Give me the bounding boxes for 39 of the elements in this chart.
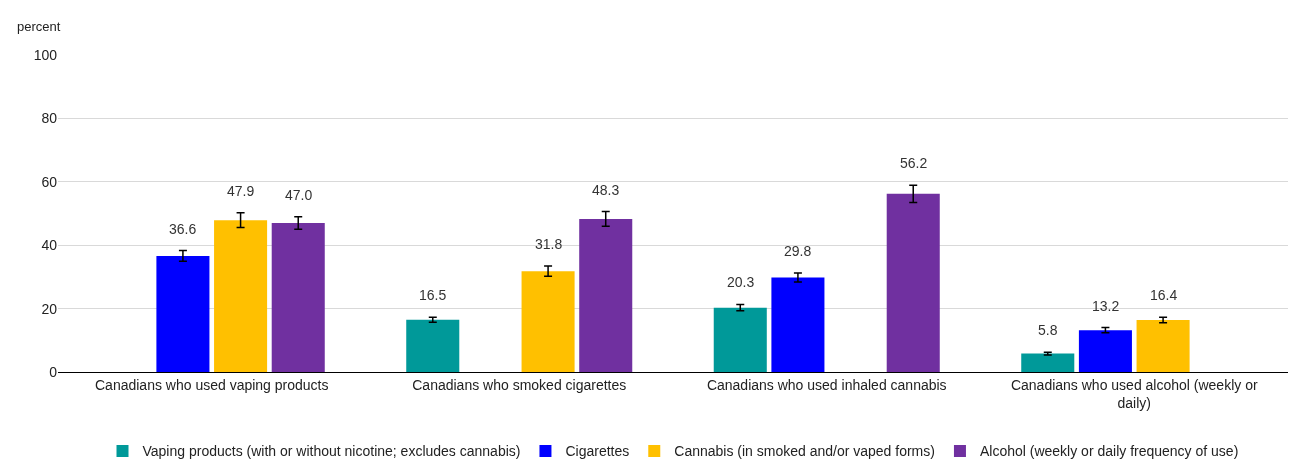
data-label: 48.3 (592, 182, 620, 198)
data-label: 29.8 (784, 243, 812, 259)
x-tick-label: Canadians who used inhaled cannabis (706, 376, 947, 393)
x-tick-label: Canadians who used alcohol (weekly or daily) (1010, 376, 1258, 411)
y-axis-title: percent (17, 19, 61, 34)
y-tick-label: 60 (41, 173, 58, 190)
legend-label: Cigarettes (565, 443, 630, 460)
data-label: 47.9 (227, 183, 255, 199)
bar (713, 307, 767, 372)
bar (271, 223, 325, 372)
bar (579, 218, 633, 372)
data-label: 56.2 (900, 155, 928, 171)
data-label: 16.5 (419, 287, 447, 303)
data-label: 16.4 (1150, 287, 1178, 303)
bar (771, 277, 825, 372)
bar (886, 193, 940, 372)
data-label: 5.8 (1038, 322, 1058, 338)
legend-label: Alcohol (weekly or daily frequency of use) (979, 443, 1239, 460)
bar (521, 271, 575, 372)
legend-label: Cannabis (in smoked and/or vaped forms) (674, 443, 935, 460)
data-label: 36.6 (169, 221, 197, 237)
bar (1021, 353, 1075, 372)
bar (1136, 320, 1190, 372)
data-label: 31.8 (535, 236, 563, 252)
data-label: 47.0 (285, 187, 313, 203)
x-tick-label: Canadians who smoked cigarettes (412, 376, 627, 393)
data-label: 20.3 (727, 274, 755, 290)
bar (1078, 330, 1132, 372)
x-tick-label: Canadians who used vaping products (95, 376, 329, 393)
legend-label: Vaping products (with or without nicotine; excludes cannabis) (142, 443, 521, 460)
bar (214, 220, 268, 372)
y-tick-label: 0 (49, 363, 58, 380)
data-label: 13.2 (1092, 298, 1120, 314)
bar (156, 255, 210, 372)
bar (406, 319, 460, 372)
y-tick-label: 40 (41, 237, 58, 254)
y-tick-label: 20 (41, 300, 58, 317)
y-tick-label: 80 (41, 110, 58, 127)
y-tick-label: 100 (33, 46, 58, 63)
